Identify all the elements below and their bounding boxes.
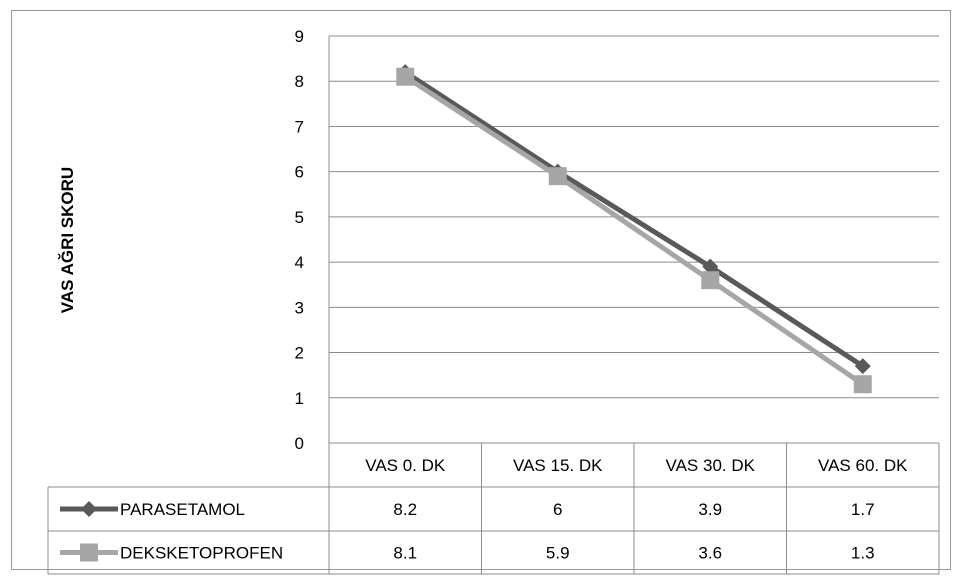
grid-lines bbox=[328, 35, 939, 443]
data-point bbox=[548, 167, 567, 186]
data-point bbox=[702, 258, 719, 275]
y-tick-label: 8 bbox=[295, 72, 304, 91]
y-tick-label: 0 bbox=[295, 434, 304, 453]
data-point bbox=[854, 358, 871, 375]
legend-marker bbox=[81, 501, 97, 517]
y-tick-label: 6 bbox=[295, 163, 304, 182]
data-point bbox=[701, 271, 720, 290]
y-tick-label: 2 bbox=[295, 344, 304, 363]
data-label: 3.9 bbox=[698, 500, 722, 519]
y-tick-label: 7 bbox=[295, 117, 304, 136]
data-label: 6 bbox=[553, 500, 562, 519]
data-label: 3.6 bbox=[698, 544, 722, 563]
y-tick-label: 4 bbox=[295, 253, 304, 272]
x-tick-label: VAS 30. DK bbox=[666, 456, 756, 475]
data-label: 5.9 bbox=[546, 544, 570, 563]
y-tick-label: 1 bbox=[295, 389, 304, 408]
data-label: 1.7 bbox=[851, 500, 875, 519]
data-point bbox=[396, 67, 415, 86]
data-label: 8.2 bbox=[393, 500, 417, 519]
y-axis-label: VAS AĞRI SKORU bbox=[58, 167, 77, 313]
x-tick-label: VAS 60. DK bbox=[818, 456, 908, 475]
data-table: VAS 0. DK VAS 15. DK VAS 30. DK VAS 60. DK P… bbox=[47, 442, 940, 575]
data-label: 8.1 bbox=[393, 544, 417, 563]
y-tick-label: 5 bbox=[295, 208, 304, 227]
y-ticks: 0 1 2 3 4 5 6 7 8 9 bbox=[295, 27, 304, 453]
series-lines bbox=[396, 64, 872, 394]
series-line bbox=[403, 74, 865, 387]
legend-entry: DEKSKETOPROFEN bbox=[120, 544, 283, 563]
y-tick-label: 9 bbox=[295, 27, 304, 46]
legend-entry: PARASETAMOL bbox=[120, 500, 245, 519]
y-tick-label: 3 bbox=[295, 298, 304, 317]
data-point bbox=[853, 375, 872, 394]
x-tick-label: VAS 15. DK bbox=[513, 456, 603, 475]
data-label: 1.3 bbox=[851, 544, 875, 563]
series-line bbox=[403, 70, 865, 369]
x-tick-label: VAS 0. DK bbox=[365, 456, 446, 475]
legend-marker bbox=[80, 543, 98, 562]
